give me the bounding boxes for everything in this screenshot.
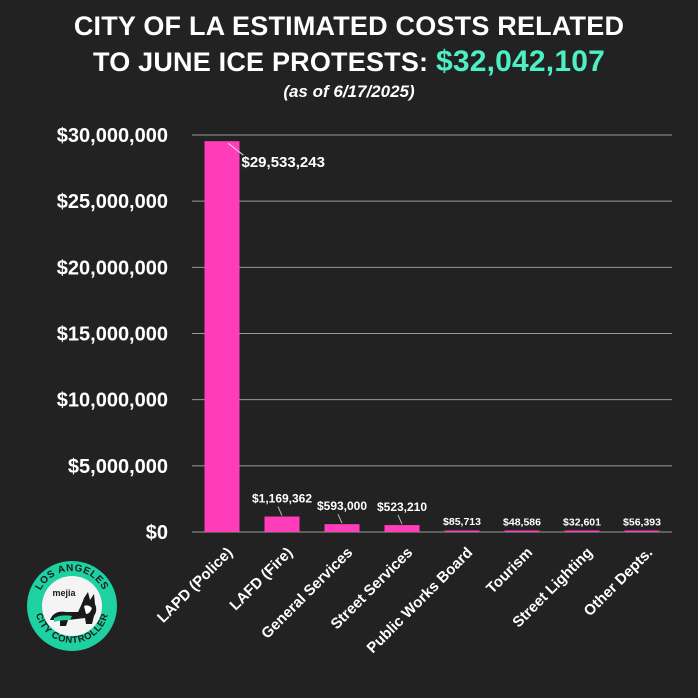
chart-title-prefix: TO JUNE ICE PROTESTS: [93,47,429,77]
y-tick-label: $30,000,000 [57,125,168,147]
bar [444,530,480,532]
logo-name: mejia [52,588,76,598]
y-tick-label: $5,000,000 [68,456,168,478]
bar [564,530,600,532]
city-controller-logo: LOS ANGELES CITY CONTROLLER mejia [27,561,117,651]
data-label: $523,210 [377,500,427,514]
x-tick-label: Public Works Board [364,544,477,657]
y-tick-label: $15,000,000 [57,324,168,346]
y-tick-label: $10,000,000 [57,390,168,412]
data-label: $56,393 [623,516,661,528]
bar [324,524,360,532]
bars [204,141,660,532]
y-tick-label: $0 [146,522,168,544]
y-tick-label: $20,000,000 [57,257,168,279]
corgi-logo-icon [50,592,97,626]
data-label: $1,169,362 [252,492,312,506]
bar [204,141,240,532]
chart-subtitle: (as of 6/17/2025) [283,82,415,101]
data-label: $593,000 [317,499,367,513]
chart-title-line2: TO JUNE ICE PROTESTS: $32,042,107 [0,44,698,80]
data-labels: $29,533,243 $1,169,362 $593,000 $523,210 $85… [227,142,661,529]
x-tick-label: LAPD (Police) [154,544,236,626]
x-axis-ticks: LAPD (Police)LAFD (Fire)General Services… [154,544,656,657]
grid-layer [192,134,672,533]
data-label: $32,601 [563,517,601,529]
y-axis-ticks: $0 $5,000,000 $10,000,000 $15,000,000 $20,00… [57,125,168,544]
bar [384,525,420,532]
bar [624,530,660,532]
data-label-leader [227,142,244,156]
data-label-leader [397,514,403,525]
chart-title-line1: CITY OF LA ESTIMATED COSTS RELATED [73,11,625,41]
data-label-leader [277,506,283,516]
data-label: $85,713 [443,516,481,528]
title-block: CITY OF LA ESTIMATED COSTS RELATED TO JU… [0,8,698,102]
chart-title-total: $32,042,107 [435,45,605,78]
data-label: $48,586 [503,516,541,528]
y-tick-label: $25,000,000 [57,191,168,213]
data-label-leader [337,513,343,524]
data-label: $29,533,243 [242,154,325,171]
bar [504,530,540,532]
bar [264,516,300,532]
x-tick-label: Tourism [483,544,536,597]
